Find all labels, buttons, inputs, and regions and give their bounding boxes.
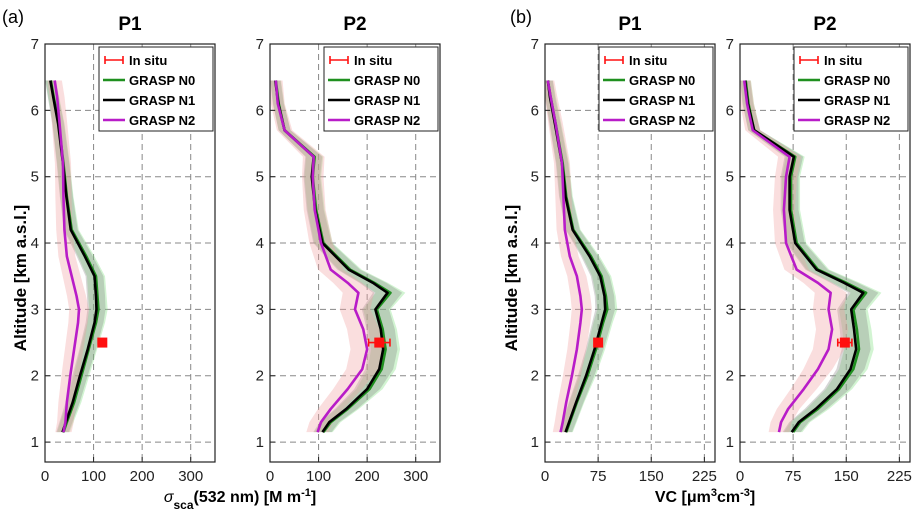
series-line-n2 — [53, 80, 81, 433]
axes-frame — [544, 43, 716, 463]
legend-label: GRASP N1 — [824, 93, 890, 108]
y-tick-label: 7 — [256, 36, 264, 53]
x-axis-label-a: σsca(532 nm) [M m-1] — [164, 487, 316, 512]
x-tick-label: 0 — [266, 468, 274, 485]
x-tick-label: 150 — [834, 468, 859, 485]
legend-box — [793, 46, 909, 132]
y-tick-label: 6 — [256, 102, 264, 119]
y-tick-label: 3 — [726, 301, 734, 318]
y-tick-label: 4 — [531, 235, 539, 252]
x-tick-label: 75 — [785, 468, 802, 485]
y-tick-label: 3 — [531, 301, 539, 318]
y-tick-label: 1 — [256, 434, 264, 451]
legend-label: In situ — [354, 53, 392, 68]
uncertainty-band-n2 — [740, 80, 849, 433]
legend-label: GRASP N2 — [824, 113, 890, 128]
panel-label-a: (a) — [2, 7, 24, 27]
y-tick-label: 2 — [31, 368, 39, 385]
legend-box — [598, 46, 714, 132]
in-situ-marker — [593, 337, 604, 348]
uncertainty-band-n0 — [45, 80, 108, 433]
y-tick-label: 4 — [256, 235, 264, 252]
x-tick-label: 150 — [639, 468, 664, 485]
x-tick-label: 200 — [130, 468, 155, 485]
plot-panel-1: 1 2 3 4 5 6 7 0 100 200 300 P1 In situ GRASP N0 GRASP … — [31, 14, 216, 485]
y-tick-label: 7 — [31, 36, 39, 53]
y-axis-label-b: Altitude [km a.s.l.] — [502, 205, 521, 351]
legend-label: In situ — [129, 53, 167, 68]
plot-title: P1 — [618, 14, 642, 35]
in-situ-marker — [374, 337, 385, 348]
legend-label: GRASP N1 — [129, 93, 195, 108]
series-line-n1 — [743, 80, 865, 433]
series-line-n2 — [742, 80, 834, 433]
x-tick-label: 300 — [178, 468, 203, 485]
uncertainty-band-n2 — [545, 80, 592, 433]
y-axis-label-a: Altitude [km a.s.l.] — [11, 205, 30, 351]
panel-label-b: (b) — [510, 7, 532, 27]
x-tick-label: 100 — [81, 468, 106, 485]
y-tick-label: 6 — [726, 102, 734, 119]
x-tick-label: 0 — [41, 468, 49, 485]
axes-frame — [269, 43, 441, 463]
plot-panel-3: 1 2 3 4 5 6 7 0 75 150 225 P1 In situ GRASP N0 GRASP N… — [531, 14, 717, 485]
x-tick-label: 100 — [306, 468, 331, 485]
legend-label: GRASP N0 — [824, 73, 890, 88]
plot-title: P2 — [343, 14, 366, 35]
y-tick-label: 6 — [31, 102, 39, 119]
y-tick-label: 5 — [726, 169, 734, 186]
x-axis-label-b: VC [μm3cm-3] — [655, 487, 755, 506]
legend-label: In situ — [629, 53, 667, 68]
legend-label: GRASP N2 — [129, 113, 195, 128]
series-line-n2 — [274, 80, 369, 433]
legend-label: GRASP N0 — [629, 73, 695, 88]
y-tick-label: 5 — [531, 169, 539, 186]
y-tick-label: 7 — [531, 36, 539, 53]
legend-box — [98, 46, 214, 132]
axes-frame — [739, 43, 911, 463]
y-tick-label: 6 — [531, 102, 539, 119]
y-tick-label: 2 — [726, 368, 734, 385]
x-tick-label: 75 — [590, 468, 607, 485]
legend-label: GRASP N0 — [354, 73, 420, 88]
legend-label: GRASP N2 — [629, 113, 695, 128]
y-tick-label: 1 — [31, 434, 39, 451]
plot-title: P1 — [118, 14, 142, 35]
y-tick-label: 5 — [31, 169, 39, 186]
x-tick-label: 300 — [403, 468, 428, 485]
in-situ-marker — [97, 337, 108, 348]
x-tick-label: 0 — [736, 468, 744, 485]
plot-panel-4: 1 2 3 4 5 6 7 0 75 150 225 P2 In situ GRASP N0 GRASP N… — [726, 14, 912, 485]
series-line-n2 — [546, 80, 584, 433]
plot-panel-2: 1 2 3 4 5 6 7 0 100 200 300 P2 In situ GRASP N0 GRASP … — [256, 14, 441, 485]
legend-label: GRASP N2 — [354, 113, 420, 128]
x-tick-label: 225 — [887, 468, 912, 485]
y-tick-label: 2 — [256, 368, 264, 385]
in-situ-marker — [839, 337, 850, 348]
x-tick-label: 200 — [355, 468, 380, 485]
legend-label: GRASP N1 — [629, 93, 695, 108]
y-tick-label: 3 — [256, 301, 264, 318]
legend-label: GRASP N0 — [129, 73, 195, 88]
legend-box — [323, 46, 439, 132]
y-tick-label: 1 — [531, 434, 539, 451]
x-tick-label: 225 — [692, 468, 717, 485]
y-tick-label: 5 — [256, 169, 264, 186]
x-tick-label: 0 — [541, 468, 549, 485]
y-tick-label: 3 — [31, 301, 39, 318]
y-tick-label: 2 — [531, 368, 539, 385]
legend-label: In situ — [824, 53, 862, 68]
plot-title: P2 — [813, 14, 836, 35]
y-tick-label: 4 — [726, 235, 734, 252]
legend-label: GRASP N1 — [354, 93, 420, 108]
y-tick-label: 4 — [31, 235, 39, 252]
y-tick-label: 7 — [726, 36, 734, 53]
y-tick-label: 1 — [726, 434, 734, 451]
axes-frame — [44, 43, 216, 463]
